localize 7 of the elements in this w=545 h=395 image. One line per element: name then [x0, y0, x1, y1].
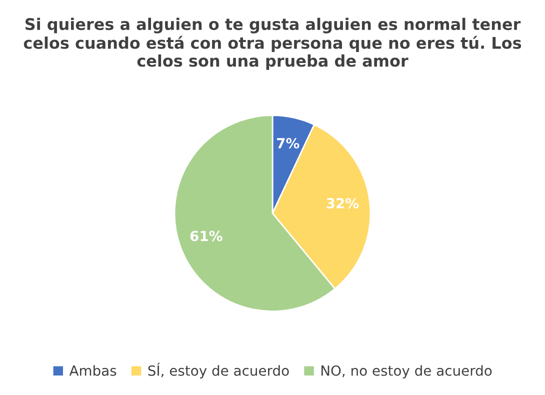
data-label: 61%	[190, 230, 222, 242]
data-label: 7%	[277, 138, 300, 148]
legend-label: SÍ, estoy de acuerdo	[148, 362, 289, 379]
legend-label: Ambas	[69, 365, 116, 376]
data-label: 32%	[326, 198, 359, 208]
legend-label: NO, no estoy de acuerdo	[321, 365, 492, 379]
chart-title: Si quieres a alguien o te gusta alguien es normal tener celos cuando está con otra persona que no eres tú. Los celos son una prueba de amor	[24, 18, 522, 70]
